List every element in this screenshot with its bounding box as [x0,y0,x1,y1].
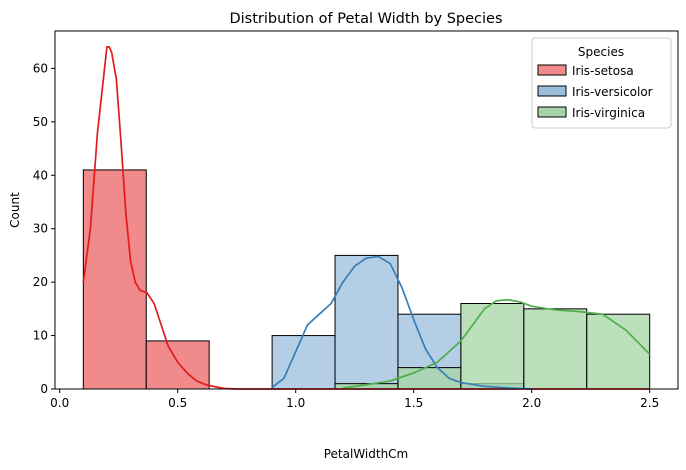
legend-items: Iris-setosa Iris-versicolor Iris-virginica [537,64,653,120]
y-tick-label: 30 [33,222,48,236]
x-tick-label: 1.0 [286,396,305,410]
x-tick-label: 2.0 [522,396,541,410]
legend-swatch-iris-setosa [537,64,567,76]
x-tick-label: 1.5 [404,396,423,410]
y-tick-label: 10 [33,329,48,343]
y-tick-label: 0 [40,382,48,396]
y-tick-label: 20 [33,275,48,289]
kde-iris-virginica [342,298,651,389]
bar-iris-versicolor-4 [334,254,399,390]
bars-layer [82,169,651,390]
y-axis-label: Count [8,192,22,228]
legend-label-iris-versicolor: Iris-versicolor [572,85,653,99]
y-axis-ticks: 0 10 20 30 40 50 60 [33,61,55,396]
kde-iris-versicolor [271,255,532,390]
bar-iris-virginica-6 [460,303,525,390]
x-axis-label: PetalWidthCm [324,447,409,461]
bar-iris-virginica-7 [523,308,588,390]
x-axis-ticks: 0.0 0.5 1.0 1.5 2.0 2.5 [50,389,659,410]
y-tick-label: 60 [33,61,48,75]
legend-label-iris-virginica: Iris-virginica [572,106,645,120]
y-tick-label: 40 [33,168,48,182]
x-tick-label: 2.5 [640,396,659,410]
bar-iris-setosa-0 [82,169,147,390]
legend-label-iris-setosa: Iris-setosa [572,64,634,78]
bar-iris-virginica-8 [586,313,651,390]
y-tick-label: 50 [33,115,48,129]
kde-layer [82,46,651,390]
legend-box [531,37,672,129]
x-tick-label: 0.0 [50,396,69,410]
legend-swatch-iris-versicolor [537,85,567,97]
plot-frame [54,30,679,390]
legend-swatch-iris-virginica [537,106,567,118]
legend: Species Iris-setosa Iris-versicolor Iris-v… [531,37,672,129]
chart-title: Distribution of Petal Width by Species [229,11,502,27]
legend-title: Species [578,45,624,59]
kde-iris-setosa [82,46,650,390]
x-tick-label: 0.5 [168,396,187,410]
